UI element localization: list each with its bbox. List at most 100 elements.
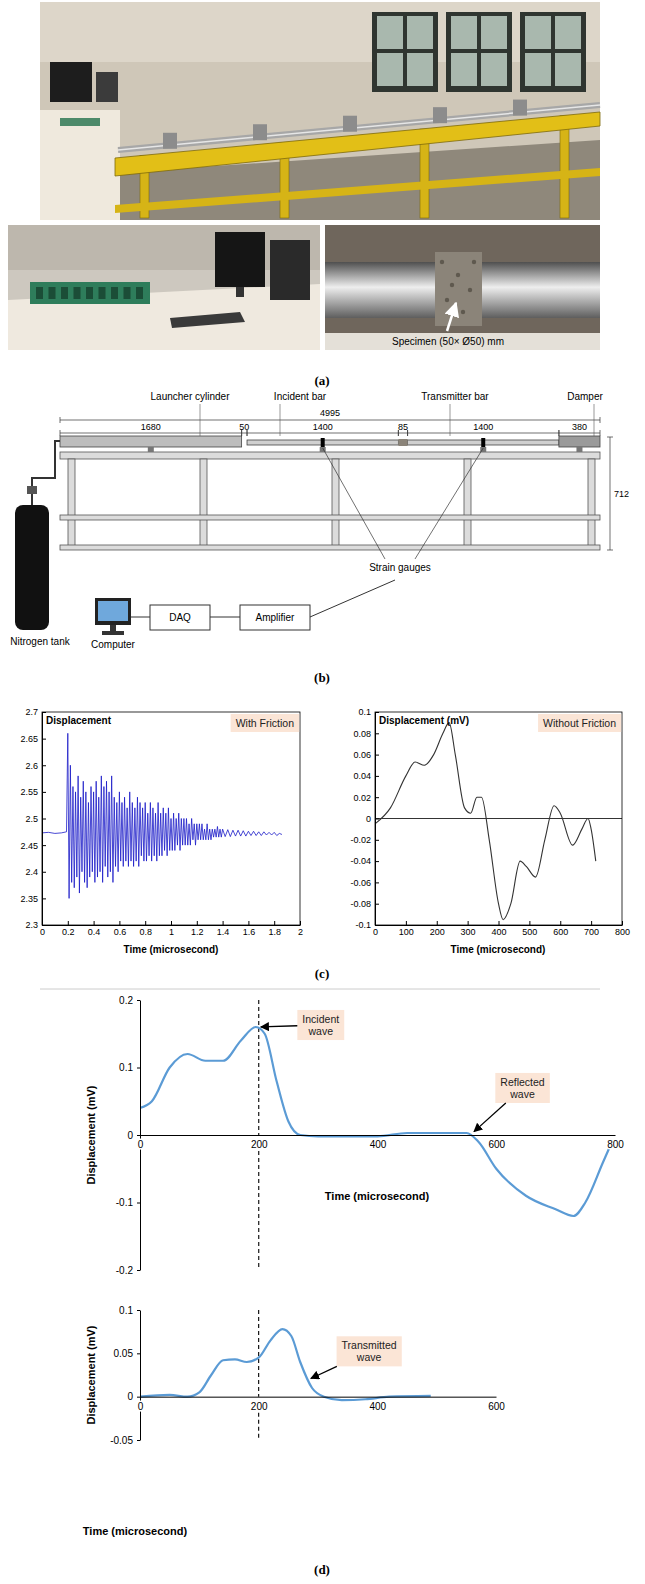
specimen-arrow [447,303,456,331]
window-pane [525,16,551,49]
hose [32,441,60,505]
computer-label: Computer [91,639,136,650]
subtitle-line: With Friction [236,717,295,729]
tick: 1 [169,921,174,937]
steel-bar-highlight [118,105,600,150]
damper [559,436,600,447]
tick-mark [42,921,43,925]
tick-mark [375,819,379,820]
board-channel [49,287,56,299]
diagram: 49951680501400851400380712Launcher cylin… [10,391,629,650]
bearing [343,116,357,132]
tick-label: -0.1 [355,920,371,930]
tick: 2.5 [25,814,46,824]
tick: 0.4 [88,921,101,937]
specimen [398,439,407,446]
bearing [513,100,527,116]
photo-panel: Specimen (50× Ø50) mm [8,2,600,350]
tick: -0.1 [116,1197,140,1208]
reference-line [258,1000,259,1135]
tick-label: -0.1 [116,1197,134,1208]
specimen-texture [450,283,454,287]
tick: 1.8 [268,921,281,937]
annotation: Reflectedwave [474,1073,550,1132]
tick-mark [137,1135,140,1136]
valve [27,486,37,494]
table-rail [60,545,600,550]
tick-mark [375,921,376,925]
window-pane [451,53,477,86]
tick: 2.6 [25,761,46,771]
window-pane [481,53,507,86]
tick: -0.04 [350,856,379,866]
tick-label: 400 [369,1401,386,1412]
separator [40,989,600,990]
dimension-line [242,433,247,434]
y-axis-title: Displacement [46,715,112,726]
x-axis: 00.20.40.60.811.21.41.61.82 [40,921,303,937]
tick: 0.2 [119,995,140,1006]
panel-label: (a) [314,373,329,388]
tick-label: -0.06 [350,878,371,888]
tick-mark [375,712,379,713]
tick: 400 [369,1397,386,1412]
annotation-text: Incidentwave [302,1013,339,1037]
tick: 1.2 [191,921,204,937]
dimension-line [398,433,407,434]
panel-label: (c) [315,966,329,981]
zero-line [375,818,622,819]
tick-label: 0 [366,814,371,824]
bar-support [148,447,154,452]
window-pane [555,16,581,49]
dimension-label: 50 [239,422,249,432]
tick-label: 0 [373,927,378,937]
specimen [435,252,482,326]
tick: 2 [298,921,303,937]
tick-mark [499,921,500,925]
tick-mark [42,898,46,899]
tick: -0.06 [350,878,379,888]
window [446,12,512,92]
strain-gauge [321,438,325,447]
annotation-text: Transmittedwave [342,1339,397,1363]
data-line [140,1027,612,1216]
tick: 0 [366,814,379,824]
dimension-end [60,430,61,436]
dimension-end [558,430,559,436]
subtitle: Without Friction [538,714,621,732]
table-leg [464,459,471,547]
keyboard [170,312,245,328]
annotation-line: wave [356,1351,382,1363]
dimension-label: 1680 [141,422,161,432]
frame-rail [115,168,600,213]
tick: 600 [488,1397,505,1412]
tick-label: 2.7 [25,707,38,717]
tick: 0.8 [139,921,152,937]
tick-label: 600 [553,927,568,937]
tick-label: 0 [40,927,45,937]
tick-mark [171,921,172,925]
y-axis-title: Displacement (mV) [85,1085,97,1184]
dimension-end [407,430,408,436]
table-leg [332,459,339,547]
daq-label: DAQ [169,612,191,623]
subtitle-box [231,714,300,732]
window-pane [407,16,433,49]
annotation-line: wave [307,1025,333,1037]
tick: 200 [251,1135,268,1150]
tick-label: 2.6 [25,761,38,771]
monitor [50,62,92,102]
tick: -0.02 [350,835,379,845]
specimen-texture [461,310,465,314]
circuit-board [60,118,100,126]
tick: 0 [138,1135,144,1150]
gauges-label: Strain gauges [369,562,431,573]
tick-label: 0 [138,1139,144,1150]
tick-label: 2.5 [25,814,38,824]
tick-mark [68,921,69,925]
tick: 0.1 [119,1305,140,1316]
x-axis: 0100200300400500600700800 [373,921,630,937]
tick-mark [42,792,46,793]
photo-specimen: Specimen (50× Ø50) mm [325,225,600,350]
leader-line [415,448,483,559]
